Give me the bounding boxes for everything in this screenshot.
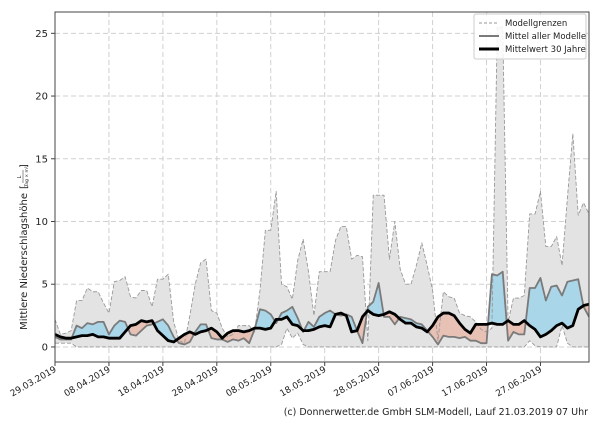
copyright-footer: (c) Donnerwetter.de GmbH SLM-Modell, Lau… bbox=[284, 407, 588, 418]
x-tick-label: 08.04.2019 bbox=[63, 365, 113, 400]
bracket-close: ] bbox=[19, 164, 30, 168]
y-tick-label: 5 bbox=[42, 280, 48, 291]
above-normal-fill bbox=[497, 272, 502, 325]
legend-label-bounds: Modellgrenzen bbox=[505, 19, 567, 29]
unit-denominator: Tag × m² bbox=[24, 166, 30, 188]
x-tick-label: 27.06.2019 bbox=[494, 365, 544, 400]
legend-label-climate: Mittelwert 30 Jahre bbox=[505, 45, 586, 55]
x-tick-label: 07.06.2019 bbox=[386, 365, 436, 400]
model-range-band bbox=[55, 27, 589, 347]
x-tick-label: 17.06.2019 bbox=[440, 365, 490, 400]
x-tick-label: 28.05.2019 bbox=[333, 365, 383, 400]
model-range-fill bbox=[55, 27, 589, 347]
y-tick-label: 25 bbox=[35, 29, 48, 40]
x-tick-label: 08.05.2019 bbox=[225, 365, 275, 400]
below-normal-fill bbox=[443, 313, 448, 337]
x-tick-label: 28.04.2019 bbox=[171, 365, 221, 400]
above-normal-fill bbox=[530, 288, 535, 329]
below-normal-fill bbox=[481, 324, 486, 343]
y-axis-label: Mittlere Niederschlagshöhe [ L Tag × m² … bbox=[17, 164, 30, 330]
legend-label-mean: Mittel aller Modelle bbox=[505, 32, 586, 42]
above-normal-fill bbox=[98, 322, 103, 337]
x-tick-label: 29.03.2019 bbox=[9, 365, 59, 400]
above-normal-fill bbox=[567, 280, 572, 328]
unit-numerator: L bbox=[17, 175, 23, 178]
legend: Modellgrenzen Mittel aller Modelle Mitte… bbox=[474, 14, 586, 59]
y-tick-label: 0 bbox=[42, 342, 48, 353]
above-normal-fill bbox=[260, 309, 265, 329]
y-tick-label: 15 bbox=[35, 154, 48, 165]
x-tick-label: 18.04.2019 bbox=[117, 365, 167, 400]
above-normal-fill bbox=[551, 285, 556, 330]
x-tick-label: 18.05.2019 bbox=[279, 365, 329, 400]
y-axis-title: Mittlere Niederschlagshöhe bbox=[19, 193, 30, 330]
y-tick-label: 20 bbox=[35, 92, 48, 103]
y-axis: 0 5 10 15 20 25 bbox=[35, 29, 55, 354]
y-tick-label: 10 bbox=[35, 217, 48, 228]
